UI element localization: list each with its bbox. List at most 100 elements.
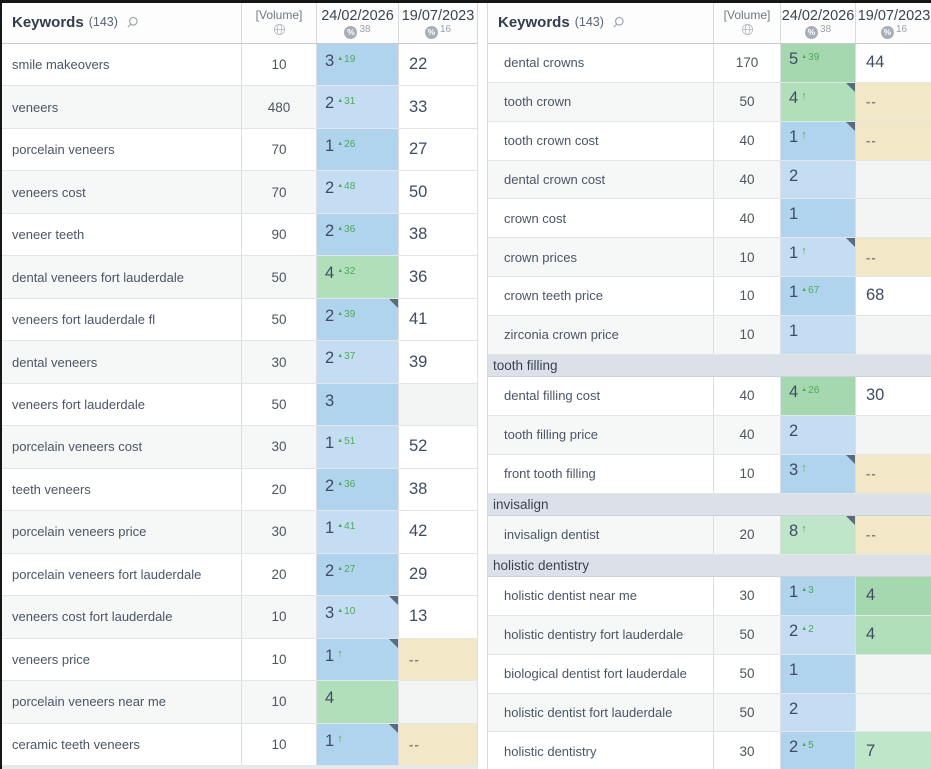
- keyword-cell[interactable]: dental filling cost: [488, 377, 714, 415]
- position-cell[interactable]: 4 ▲ 26: [781, 377, 856, 415]
- group-header-row[interactable]: tooth filling: [488, 354, 931, 378]
- search-icon[interactable]: [611, 16, 625, 30]
- keyword-cell[interactable]: tooth crown cost: [488, 121, 714, 160]
- keyword-cell[interactable]: invisalign dentist: [488, 515, 714, 554]
- position-cell[interactable]: 1 ↑: [317, 638, 399, 681]
- position-cell[interactable]: 2 ▲ 39: [317, 298, 399, 341]
- arrow-up-icon: ▲: [337, 56, 344, 62]
- keywords-column-header[interactable]: Keywords (143): [2, 3, 242, 43]
- table-row: porcelain veneers cost 30 1 ▲ 51 52: [2, 426, 478, 469]
- position-cell[interactable]: 2 ▲ 37: [317, 341, 399, 383]
- keyword-cell[interactable]: porcelain veneers cost: [2, 426, 242, 468]
- position-cell[interactable]: 8 ↑: [781, 515, 856, 554]
- keyword-cell[interactable]: veneers price: [2, 638, 242, 681]
- position-value: 1: [325, 136, 335, 155]
- position-cell[interactable]: 4 ▲ 32: [317, 256, 399, 298]
- position-cell[interactable]: 1 ↑: [781, 238, 856, 277]
- keyword-cell[interactable]: biological dentist fort lauderdale: [488, 654, 714, 693]
- position-cell[interactable]: 1 ▲ 3: [781, 577, 856, 615]
- position-cell[interactable]: 1 ▲ 26: [317, 128, 399, 171]
- position-cell[interactable]: 1 ▲ 41: [317, 511, 399, 553]
- position-cell[interactable]: 4 ↑: [781, 82, 856, 121]
- position-cell[interactable]: 4: [317, 681, 399, 723]
- position-cell[interactable]: 1: [781, 654, 856, 693]
- previous-position-value: 38: [409, 479, 428, 498]
- keyword-cell[interactable]: porcelain veneers price: [2, 511, 242, 553]
- position-cell[interactable]: 5 ▲ 39: [781, 44, 856, 82]
- keyword-cell[interactable]: dental crown cost: [488, 160, 714, 199]
- keyword-cell[interactable]: porcelain veneers near me: [2, 681, 242, 723]
- keywords-column-header[interactable]: Keywords (143): [488, 3, 714, 43]
- table-body-left: smile makeovers 10 3 ▲ 19 22 veneers 480 2 ▲ 31 33 p…: [2, 44, 478, 766]
- volume-cell: 30: [714, 577, 781, 615]
- position-cell[interactable]: 3: [317, 383, 399, 426]
- keyword-cell[interactable]: veneers cost: [2, 171, 242, 213]
- table-row: dental veneers fort lauderdale 50 4 ▲ 32 36: [2, 256, 478, 299]
- keyword-cell[interactable]: teeth veneers: [2, 468, 242, 511]
- rank-table-right: Keywords (143) [Volume] 24/02/2026 % 38: [487, 3, 931, 769]
- position-value: 2: [325, 476, 335, 495]
- keyword-cell[interactable]: smile makeovers: [2, 44, 242, 86]
- keyword-cell[interactable]: veneers cost fort lauderdale: [2, 596, 242, 638]
- position-cell[interactable]: 2: [781, 415, 856, 454]
- keyword-cell[interactable]: holistic dentist near me: [488, 577, 714, 615]
- date-column-header-previous[interactable]: 19/07/2023 % 16: [399, 3, 478, 43]
- group-header-row[interactable]: invisalign: [488, 493, 931, 516]
- position-cell[interactable]: 2: [781, 160, 856, 199]
- keyword-cell[interactable]: front tooth filling: [488, 454, 714, 493]
- keyword-cell[interactable]: crown prices: [488, 238, 714, 277]
- keyword-cell[interactable]: zirconia crown price: [488, 315, 714, 354]
- keyword-cell[interactable]: porcelain veneers: [2, 128, 242, 171]
- search-icon[interactable]: [125, 16, 139, 30]
- table-row: zirconia crown price 10 1: [488, 315, 931, 355]
- position-cell[interactable]: 1: [781, 199, 856, 238]
- keyword-cell[interactable]: crown teeth price: [488, 277, 714, 315]
- position-cell[interactable]: 1 ↑: [781, 121, 856, 160]
- previous-position-cell: [856, 160, 931, 199]
- position-cell[interactable]: 1 ▲ 67: [781, 277, 856, 315]
- position-cell[interactable]: 2 ▲ 36: [317, 213, 399, 256]
- keyword-cell[interactable]: holistic dentistry: [488, 732, 714, 769]
- keyword-cell[interactable]: veneers fort lauderdale: [2, 383, 242, 426]
- position-value: 2: [325, 306, 335, 325]
- position-cell[interactable]: 2 ▲ 31: [317, 86, 399, 128]
- keyword-cell[interactable]: tooth filling price: [488, 415, 714, 454]
- position-cell[interactable]: 2 ▲ 2: [781, 615, 856, 654]
- position-cell[interactable]: 3 ▲ 19: [317, 44, 399, 86]
- keyword-cell[interactable]: porcelain veneers fort lauderdale: [2, 553, 242, 596]
- position-change-value: 37: [344, 351, 356, 363]
- keyword-cell[interactable]: holistic dentist fort lauderdale: [488, 693, 714, 732]
- position-cell[interactable]: 2 ▲ 27: [317, 553, 399, 596]
- date-column-header-current[interactable]: 24/02/2026 % 38: [317, 3, 399, 43]
- volume-column-header[interactable]: [Volume]: [714, 3, 781, 43]
- date-column-header-previous[interactable]: 19/07/2023 % 16: [856, 3, 931, 43]
- keyword-cell[interactable]: holistic dentistry fort lauderdale: [488, 615, 714, 654]
- position-cell[interactable]: 3 ▲ 10: [317, 596, 399, 638]
- keyword-cell[interactable]: veneers fort lauderdale fl: [2, 298, 242, 341]
- date-column-header-current[interactable]: 24/02/2026 % 38: [781, 3, 856, 43]
- keyword-cell[interactable]: dental crowns: [488, 44, 714, 82]
- position-cell[interactable]: 2 ▲ 5: [781, 732, 856, 769]
- position-value: 4: [325, 689, 335, 708]
- volume-cell: 10: [714, 454, 781, 493]
- keyword-cell[interactable]: ceramic teeth veneers: [2, 723, 242, 765]
- keyword-cell[interactable]: crown cost: [488, 199, 714, 238]
- position-cell[interactable]: 2: [781, 693, 856, 732]
- keyword-cell[interactable]: tooth crown: [488, 82, 714, 121]
- position-cell[interactable]: 1: [781, 315, 856, 354]
- position-cell[interactable]: 3 ↑: [781, 454, 856, 493]
- position-cell[interactable]: 2 ▲ 36: [317, 468, 399, 511]
- keyword-cell[interactable]: dental veneers fort lauderdale: [2, 256, 242, 298]
- group-header-row[interactable]: holistic dentistry: [488, 554, 931, 578]
- arrow-up-icon: ▲: [337, 523, 344, 530]
- keyword-cell[interactable]: veneers: [2, 86, 242, 128]
- previous-position-cell: 52: [399, 426, 478, 468]
- keyword-cell[interactable]: veneer teeth: [2, 213, 242, 256]
- volume-column-header[interactable]: [Volume]: [242, 3, 317, 43]
- position-cell[interactable]: 1 ↑: [317, 723, 399, 765]
- keyword-cell[interactable]: dental veneers: [2, 341, 242, 383]
- position-value: 3: [325, 391, 335, 410]
- position-cell[interactable]: 1 ▲ 51: [317, 426, 399, 468]
- position-cell[interactable]: 2 ▲ 48: [317, 171, 399, 213]
- position-value: 2: [789, 699, 799, 718]
